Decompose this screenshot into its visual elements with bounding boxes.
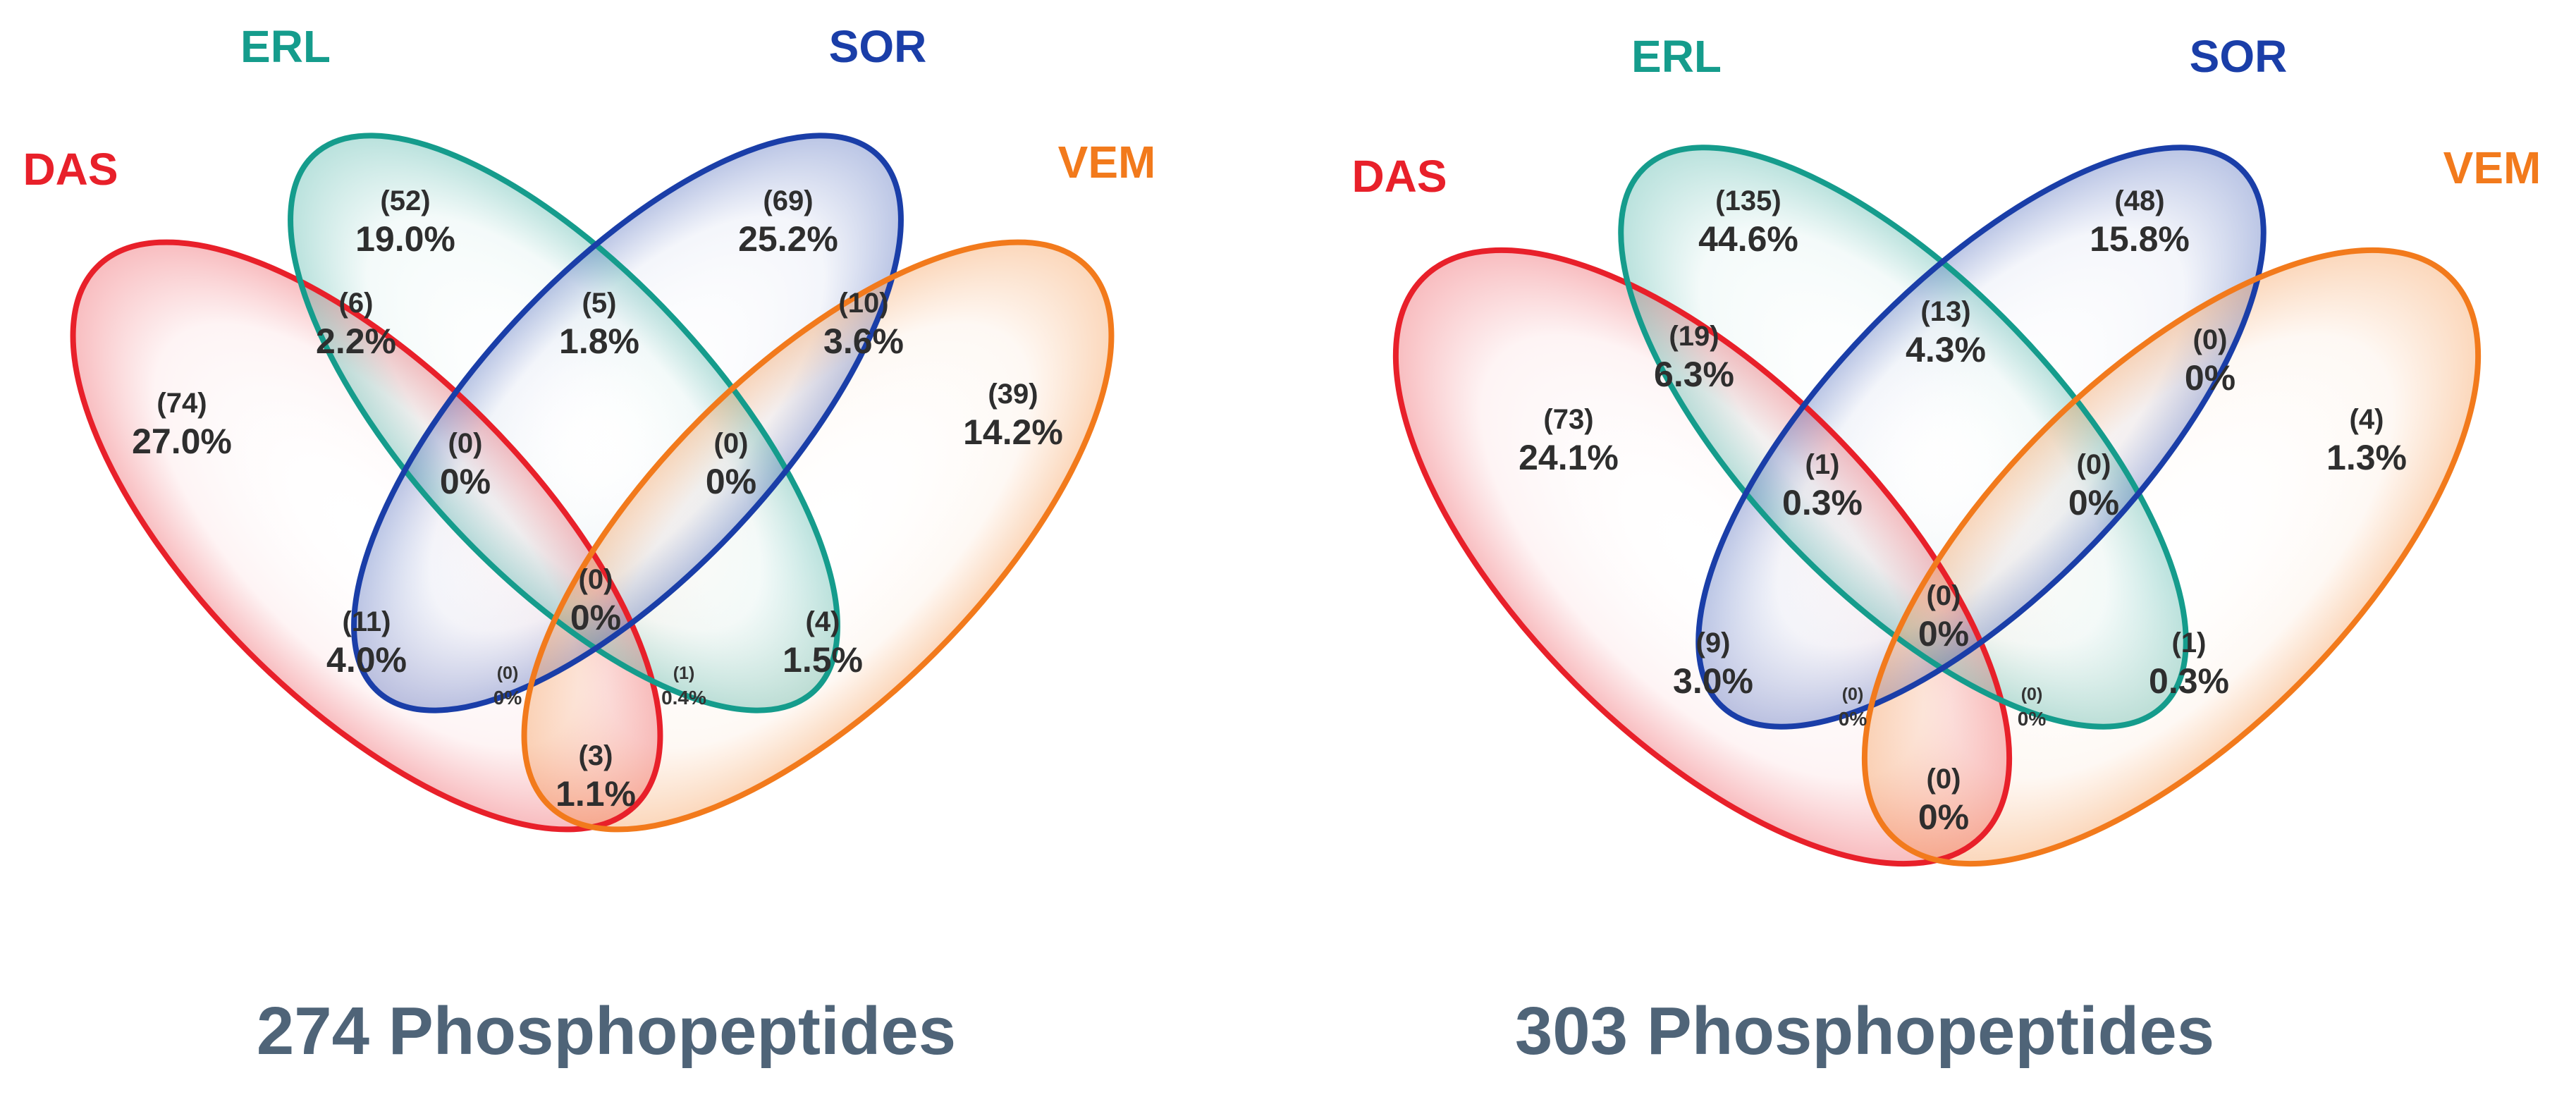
- region-percent-das-erl-sor: 0.3%: [1782, 483, 1863, 522]
- set-ellipse-erl: [288, 133, 840, 713]
- set-label-erl: ERL: [1631, 31, 1722, 82]
- region-count-das: (73): [1543, 404, 1593, 435]
- region-percent-erl: 44.6%: [1698, 219, 1798, 259]
- region-percent-das-erl-vem: 0%: [2018, 708, 2047, 730]
- diagram-caption: 274 Phosphopeptides: [257, 993, 956, 1069]
- region-percent-das-erl: 6.3%: [1654, 355, 1734, 394]
- venn-diagram-2: DAS ERL SOR VEM (73)24.1% (135)44.6% (48)15.8%…: [1351, 31, 2541, 1069]
- region-percent-erl-vem: 0.3%: [2149, 661, 2229, 701]
- region-percent-das-sor: 3.0%: [1673, 661, 1753, 701]
- region-count-erl: (52): [380, 185, 430, 216]
- set-ellipse-sor: [1695, 145, 2267, 730]
- region-percent-vem: 1.3%: [2326, 438, 2407, 477]
- region-percent-das-erl-sor: 0%: [440, 462, 491, 501]
- set-label-das: DAS: [1351, 151, 1447, 202]
- region-count-das-erl: (19): [1669, 321, 1719, 352]
- set-ellipse-das: [1392, 247, 2013, 867]
- region-percent-erl: 19.0%: [355, 219, 455, 259]
- region-percent-erl-sor: 4.3%: [1906, 330, 1986, 369]
- region-percent-erl-sor-vem: 0%: [2068, 483, 2119, 522]
- set-ellipse-vem: [1861, 247, 2482, 867]
- region-count-das-erl-vem: (1): [673, 663, 695, 683]
- region-count-das: (74): [157, 388, 207, 419]
- region-count-das-vem: (0): [1927, 764, 1961, 795]
- region-count-erl-sor: (5): [582, 288, 617, 319]
- set-ellipse-das: [70, 239, 663, 833]
- region-percent-all: 0%: [570, 598, 621, 637]
- region-percent-sor: 15.8%: [2090, 219, 2190, 259]
- region-percent-erl-sor: 1.8%: [559, 321, 639, 361]
- region-count-all: (0): [579, 564, 613, 595]
- region-count-das-sor: (9): [1696, 627, 1731, 658]
- region-count-das-erl-vem: (0): [2021, 685, 2043, 704]
- region-percent-sor: 25.2%: [738, 219, 838, 259]
- region-percent-das-vem: 0%: [1918, 797, 1969, 837]
- region-count-sor: (69): [763, 185, 813, 216]
- region-count-das-erl-sor: (1): [1805, 449, 1840, 480]
- region-percent-das-sor-vem: 0%: [493, 687, 522, 709]
- region-count-sor: (48): [2114, 185, 2164, 216]
- region-percent-das: 24.1%: [1519, 438, 1619, 477]
- set-label-sor: SOR: [829, 21, 927, 72]
- region-count-erl-vem: (1): [2172, 627, 2207, 658]
- region-percent-sor-vem: 0%: [2185, 358, 2235, 398]
- region-percent-das-erl: 2.2%: [316, 321, 396, 361]
- set-label-erl: ERL: [240, 21, 331, 72]
- set-ellipse-erl: [1618, 145, 2189, 730]
- region-percent-das-sor-vem: 0%: [1839, 708, 1867, 730]
- region-percent-das-vem: 1.1%: [556, 774, 636, 814]
- region-count-das-vem: (3): [579, 740, 613, 771]
- region-count-erl-sor: (13): [1920, 296, 1970, 327]
- set-label-sor: SOR: [2190, 31, 2288, 82]
- region-percent-vem: 14.2%: [963, 412, 1063, 452]
- region-count-das-sor: (11): [343, 606, 391, 637]
- region-count-das-sor-vem: (0): [497, 663, 519, 683]
- region-count-das-erl: (6): [339, 288, 374, 319]
- region-count-erl-sor-vem: (0): [714, 428, 749, 459]
- region-percent-all: 0%: [1918, 614, 1969, 654]
- region-count-das-sor-vem: (0): [1842, 685, 1864, 704]
- region-count-all: (0): [1927, 580, 1961, 611]
- region-percent-das-sor: 4.0%: [326, 640, 407, 680]
- set-label-vem: VEM: [1058, 137, 1156, 188]
- region-count-vem: (39): [988, 379, 1038, 410]
- region-count-sor-vem: (10): [838, 288, 888, 319]
- region-count-erl: (135): [1715, 185, 1781, 216]
- set-ellipse-sor: [351, 133, 904, 713]
- region-percent-sor-vem: 3.6%: [823, 321, 904, 361]
- set-ellipse-vem: [521, 239, 1115, 833]
- set-label-vem: VEM: [2443, 142, 2541, 193]
- region-count-sor-vem: (0): [2193, 324, 2228, 355]
- region-percent-erl-sor-vem: 0%: [706, 462, 756, 501]
- region-percent-das-erl-vem: 0.4%: [661, 687, 706, 709]
- region-count-erl-vem: (4): [806, 606, 840, 637]
- region-percent-erl-vem: 1.5%: [783, 640, 863, 680]
- region-percent-das: 27.0%: [132, 422, 232, 461]
- region-count-erl-sor-vem: (0): [2077, 449, 2111, 480]
- set-fill-sor: [1698, 147, 2264, 727]
- region-count-vem: (4): [2350, 404, 2384, 435]
- set-label-das: DAS: [23, 144, 118, 195]
- region-count-das-erl-sor: (0): [448, 428, 483, 459]
- diagram-caption: 303 Phosphopeptides: [1515, 993, 2214, 1069]
